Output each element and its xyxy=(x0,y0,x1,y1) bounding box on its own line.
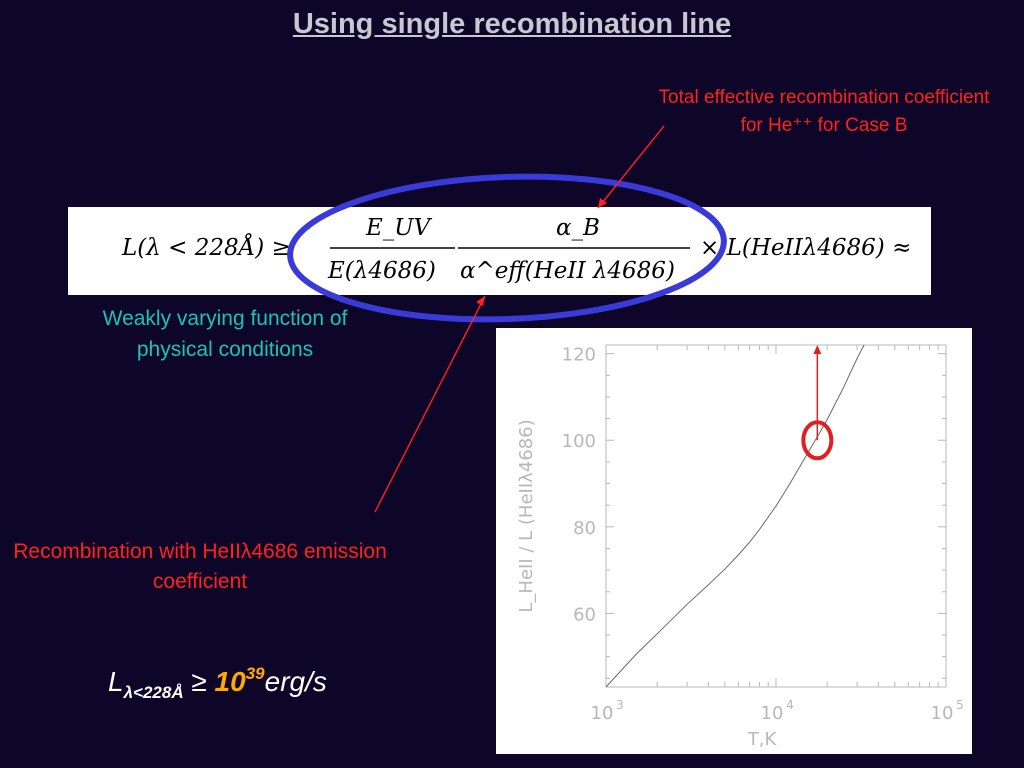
formula-numerator-alpha: α_B xyxy=(556,215,600,241)
formula-rhs: × L(HeIIλ4686) ≈ xyxy=(700,235,911,261)
estimate-base: 10 xyxy=(214,666,246,697)
estimate-operator: ≥ xyxy=(191,666,207,697)
y-tick-label: 80 xyxy=(573,518,596,539)
data-series-line xyxy=(605,344,865,688)
x-tick-exponent: 5 xyxy=(956,698,964,712)
x-tick-label: 10 xyxy=(761,703,784,724)
plot-frame xyxy=(605,344,947,688)
pointer-line-top xyxy=(597,125,665,209)
estimate-lhs: L xyxy=(108,666,124,697)
estimate-power: 1039 xyxy=(214,664,265,697)
formula-numerator-energy: E_UV xyxy=(365,215,433,241)
formula-denominator-alpha: α^eff(HeII λ4686) xyxy=(460,258,675,284)
pointer-arrowhead-bottom xyxy=(476,296,485,306)
y-axis-label: L_HeII / L (HeIIλ4686) xyxy=(516,419,537,612)
luminosity-estimate: Lλ<228Å ≥ 1039erg/s xyxy=(108,664,327,703)
estimate-unit: erg/s xyxy=(264,666,327,697)
formula-lhs: L(λ < 228Å) ≥ xyxy=(121,233,291,261)
x-tick-label: 10 xyxy=(591,703,614,724)
slide-title: Using single recombination line xyxy=(292,8,732,40)
formula-box: L(λ < 228Å) ≥ E_UV E(λ4686) α_B α^eff(He… xyxy=(68,207,931,295)
annotation-arrowhead xyxy=(813,345,822,354)
pointer-line-bottom xyxy=(374,295,486,513)
x-tick-exponent: 4 xyxy=(786,698,794,712)
recombination-coefficient-note: Total effective recombination coefficien… xyxy=(658,87,990,136)
x-tick-label: 10 xyxy=(931,703,954,724)
y-tick-label: 120 xyxy=(562,345,596,366)
formula-svg: L(λ < 228Å) ≥ E_UV E(λ4686) α_B α^eff(He… xyxy=(121,215,911,284)
weakly-varying-note: Weakly varying function of physical cond… xyxy=(102,307,348,361)
temperature-chart: 60 80 100 120 10 3 10 4 10 5 T,K L_HeII / L (HeIIλ4… xyxy=(496,328,972,754)
estimate-subscript: λ<228Å xyxy=(123,683,184,702)
annotation-circle-marker xyxy=(801,420,834,461)
estimate-exponent: 39 xyxy=(245,664,265,683)
y-tick-label: 60 xyxy=(573,604,596,625)
x-axis-label: T,K xyxy=(747,729,778,750)
x-tick-exponent: 3 xyxy=(616,698,624,712)
emission-coefficient-note: Recombination with HeIIλ4686 emission co… xyxy=(13,540,387,593)
y-tick-label: 100 xyxy=(562,431,596,452)
formula-denominator-energy: E(λ4686) xyxy=(327,258,436,284)
